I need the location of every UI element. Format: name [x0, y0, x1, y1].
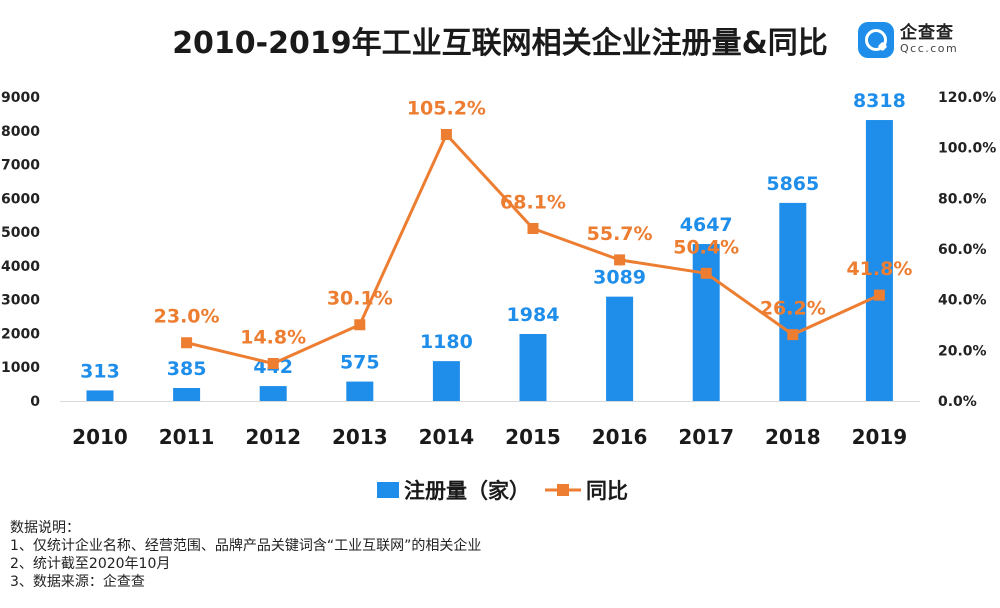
y-right-tick-label: 80.0% — [938, 191, 987, 207]
y-left-tick-label: 9000 — [1, 90, 40, 106]
logo-name-en: Qcc.com — [900, 42, 959, 56]
y-left-tick-label: 1000 — [1, 360, 40, 376]
logo-name-cn: 企查查 — [900, 23, 954, 44]
y-left-tick-label: 3000 — [1, 293, 40, 309]
yoy-value-label: 68.1% — [500, 191, 566, 213]
qcc-logo: 企查查 Qcc.com — [858, 18, 988, 62]
x-tick-label: 2018 — [765, 425, 821, 449]
y-left-tick-label: 6000 — [1, 191, 40, 207]
y-right-tick-label: 60.0% — [938, 242, 987, 258]
bar-value-label: 313 — [80, 360, 120, 382]
x-tick-label: 2012 — [245, 425, 301, 449]
bar — [259, 386, 287, 401]
bar-value-label: 1984 — [507, 304, 560, 326]
chart-title: 2010-2019年工业互联网相关企业注册量&同比 — [172, 26, 828, 61]
x-tick-label: 2011 — [159, 425, 215, 449]
y-right-tick-label: 40.0% — [938, 293, 987, 309]
bar-value-label: 575 — [340, 352, 380, 374]
data-notes: 数据说明： 1、仅统计企业名称、经营范围、品牌产品关键词含“工业互联网”的相关企… — [10, 519, 481, 591]
yoy-value-label: 14.8% — [240, 327, 306, 349]
bar-value-label: 3089 — [593, 267, 646, 289]
yoy-value-label: 55.7% — [587, 223, 653, 245]
x-tick-label: 2010 — [72, 425, 128, 449]
yoy-marker — [527, 222, 539, 234]
bar — [606, 296, 634, 401]
notes-heading: 数据说明： — [10, 520, 80, 536]
bar-value-label: 4647 — [680, 214, 733, 236]
yoy-marker — [614, 254, 626, 266]
x-tick-label: 2016 — [592, 425, 648, 449]
x-tick-label: 2014 — [419, 425, 475, 449]
y-right-tick-label: 20.0% — [938, 343, 987, 359]
yoy-value-label: 105.2% — [407, 97, 486, 119]
legend-bar-swatch — [377, 482, 399, 498]
yoy-value-label: 26.2% — [760, 298, 826, 320]
x-tick-label: 2015 — [505, 425, 561, 449]
yoy-marker — [440, 128, 452, 140]
bar — [865, 120, 893, 402]
notes-line-3: 3、数据来源：企查查 — [10, 574, 145, 590]
yoy-value-label: 23.0% — [154, 306, 220, 328]
yoy-value-label: 41.8% — [846, 258, 912, 280]
x-tick-label: 2013 — [332, 425, 388, 449]
notes-line-1: 1、仅统计企业名称、经营范围、品牌产品关键词含“工业互联网”的相关企业 — [10, 538, 482, 554]
y-left-tick-label: 7000 — [1, 158, 40, 174]
y-right-tick-label: 120.0% — [938, 90, 996, 106]
bar — [86, 390, 114, 401]
bar-value-label: 5865 — [766, 173, 819, 195]
yoy-marker — [354, 319, 366, 331]
yoy-marker — [787, 329, 799, 341]
y-left-tick-label: 4000 — [1, 259, 40, 275]
y-right-tick-label: 0.0% — [938, 394, 977, 410]
legend-bar-label: 注册量（家） — [404, 479, 530, 503]
y-left-tick-label: 5000 — [1, 225, 40, 241]
y-left-tick-label: 8000 — [1, 124, 40, 140]
x-tick-label: 2019 — [852, 425, 908, 449]
bar — [519, 333, 547, 401]
x-tick-label: 2017 — [678, 425, 734, 449]
bar — [779, 202, 807, 401]
yoy-marker — [181, 337, 193, 349]
y-right-tick-label: 100.0% — [938, 141, 996, 157]
bar-value-label: 1180 — [420, 331, 473, 353]
qcc-logo-icon — [858, 22, 894, 58]
bar — [432, 361, 460, 401]
y-left-tick-label: 0 — [30, 394, 40, 410]
notes-line-2: 2、统计截至2020年10月 — [10, 556, 171, 572]
yoy-marker — [700, 267, 712, 279]
legend-line-marker — [557, 484, 569, 496]
bar-value-label: 385 — [167, 358, 207, 380]
bar — [346, 381, 374, 401]
yoy-marker — [267, 358, 279, 370]
bar-value-label: 8318 — [853, 90, 906, 112]
bar — [692, 244, 720, 401]
y-left-tick-label: 2000 — [1, 326, 40, 342]
legend-line-label: 同比 — [586, 479, 628, 503]
yoy-value-label: 30.1% — [327, 288, 393, 310]
bar — [173, 387, 201, 401]
yoy-value-label: 50.4% — [673, 236, 739, 258]
yoy-marker — [873, 289, 885, 301]
